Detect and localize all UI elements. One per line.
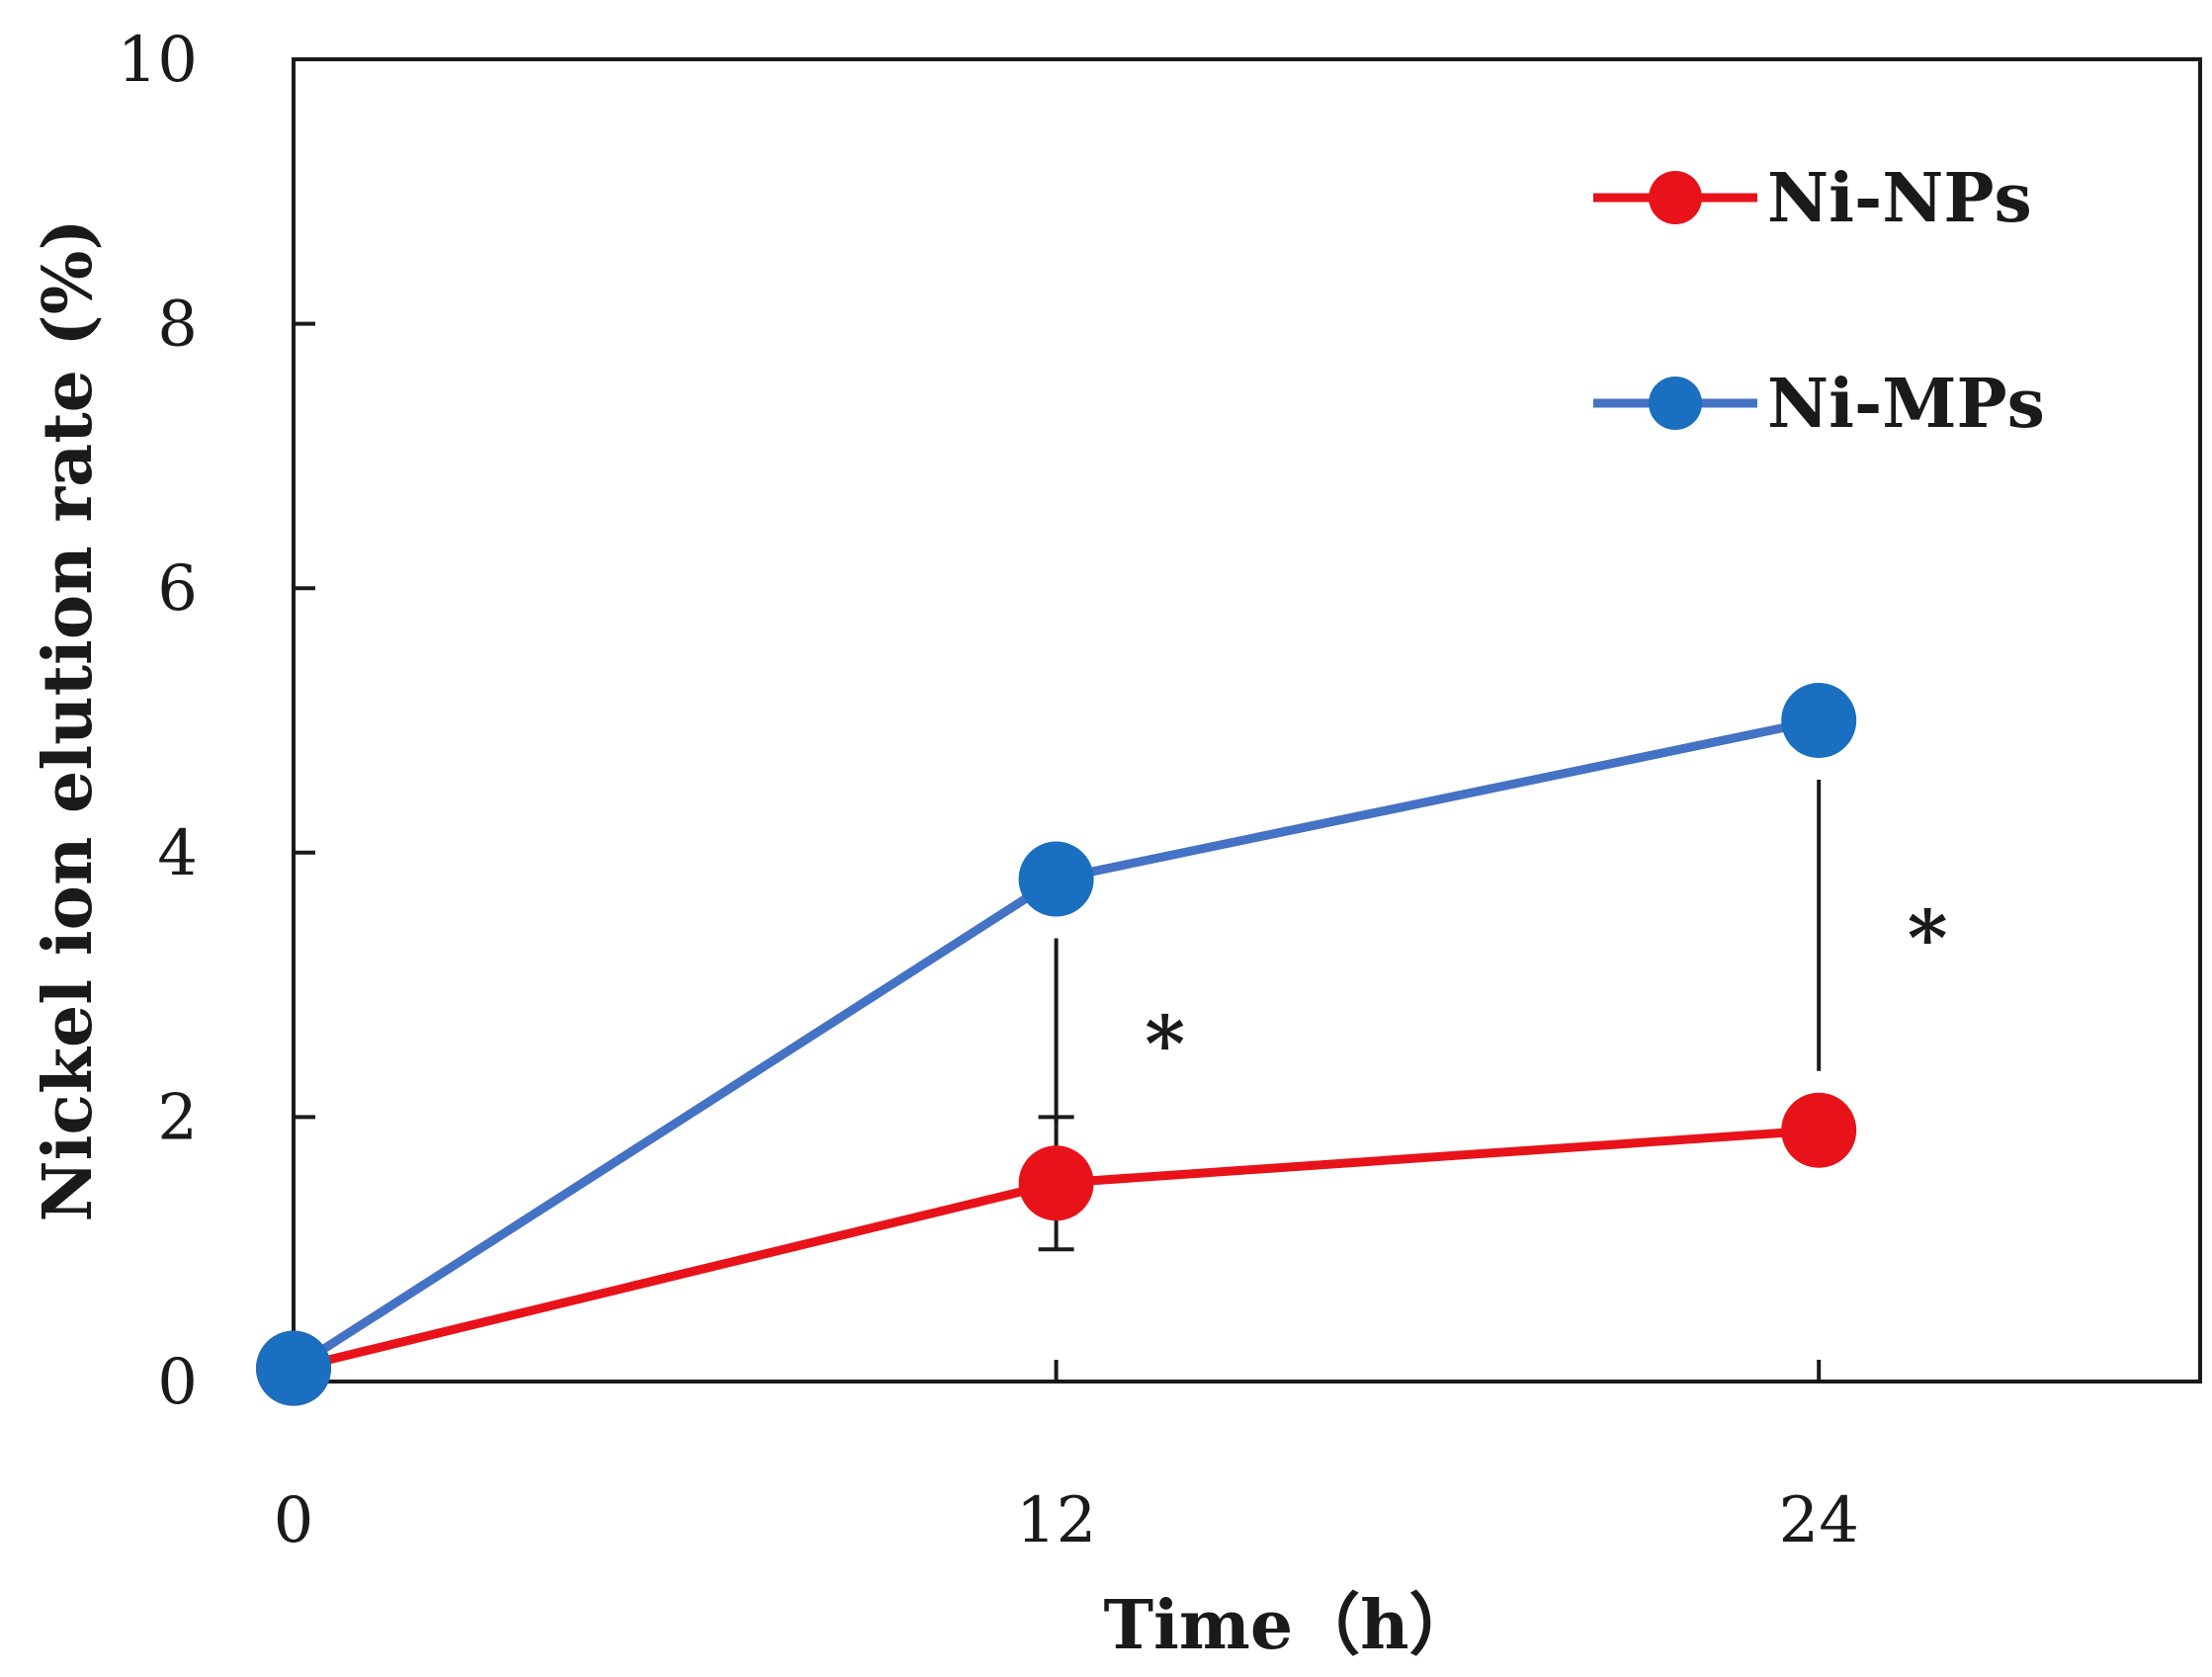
- y-tick-label: 10: [118, 24, 198, 97]
- point-ni-nps: [1018, 1145, 1094, 1221]
- y-axis-ticks: 0 2 4 6 8 10: [118, 24, 315, 1419]
- plot-frame: [292, 57, 2202, 1384]
- x-axis-ticks: 0 12 24: [274, 1360, 1859, 1557]
- legend-entry-ni-mps: Ni-MPs: [1593, 365, 2045, 444]
- legend-marker-ni-mps: [1649, 377, 1702, 430]
- legend-label-ni-nps: Ni-NPs: [1767, 159, 2032, 238]
- x-axis-title: Time（h）: [1103, 1586, 1476, 1665]
- legend: Ni-NPs Ni-MPs: [1593, 159, 2045, 444]
- significance-brackets: **: [1054, 780, 1948, 1125]
- x-tick-label: 24: [1778, 1484, 1858, 1557]
- x-tick-label: 0: [274, 1484, 314, 1557]
- y-tick-label: 6: [157, 552, 198, 626]
- point-ni-nps: [1781, 1092, 1857, 1168]
- legend-label-ni-mps: Ni-MPs: [1767, 365, 2045, 444]
- x-tick-label: 12: [1016, 1484, 1096, 1557]
- point-ni-mps: [1781, 683, 1857, 758]
- y-tick-label: 0: [157, 1346, 198, 1419]
- y-tick-label: 4: [157, 817, 198, 890]
- y-axis-title: Nickel ion elution rate (%): [29, 218, 108, 1221]
- point-ni-mps: [256, 1330, 331, 1406]
- significance-marker: *: [1908, 893, 1948, 983]
- series-points: [256, 683, 1857, 1406]
- y-tick-label: 8: [157, 289, 198, 362]
- point-ni-mps: [1018, 841, 1094, 917]
- significance-marker: *: [1145, 999, 1185, 1089]
- legend-marker-ni-nps: [1649, 171, 1702, 224]
- legend-entry-ni-nps: Ni-NPs: [1593, 159, 2032, 238]
- y-tick-label: 2: [157, 1081, 198, 1154]
